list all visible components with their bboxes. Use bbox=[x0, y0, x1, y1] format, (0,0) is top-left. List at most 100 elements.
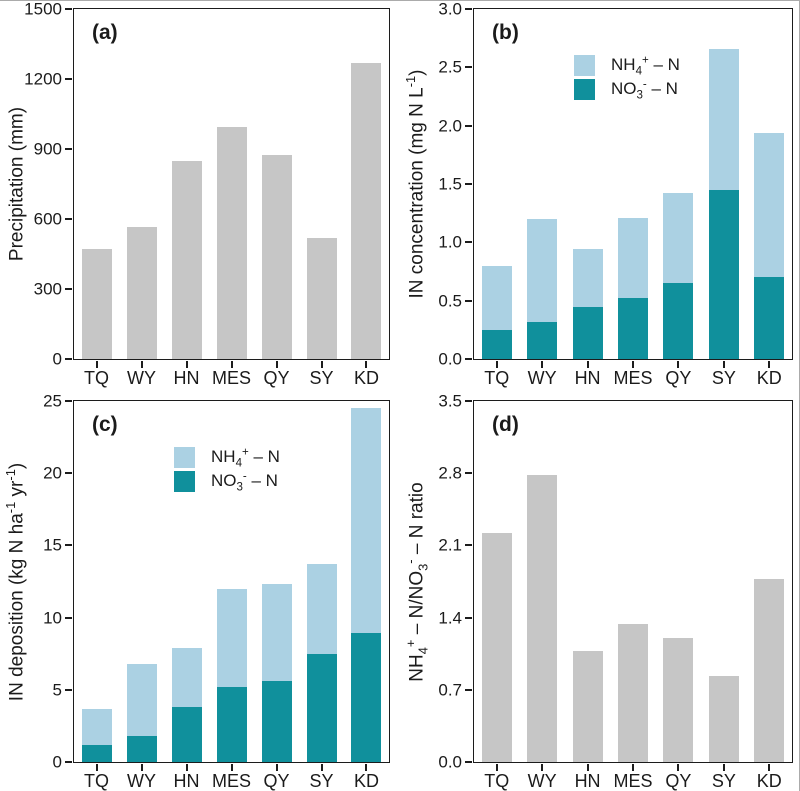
y-tick-label: 10 bbox=[43, 608, 62, 628]
y-tick bbox=[65, 761, 72, 763]
bar-segment-nh4 bbox=[481, 265, 512, 330]
bar-segment-no3 bbox=[126, 736, 157, 762]
x-tick-label: KD bbox=[756, 771, 782, 791]
label-text: – N bbox=[646, 79, 678, 99]
y-tick bbox=[465, 472, 472, 475]
label-text: ) bbox=[6, 462, 28, 469]
legend-label: NH4+ – N bbox=[211, 447, 280, 470]
legend-item: NH4+ – N bbox=[174, 447, 280, 470]
superscript: + bbox=[641, 54, 649, 67]
y-tick bbox=[465, 400, 472, 402]
x-tick-label: HN bbox=[574, 771, 601, 791]
y-tick-label: 600 bbox=[33, 209, 62, 229]
y-tick bbox=[465, 183, 472, 185]
x-tick bbox=[541, 763, 544, 771]
bar-segment-no3 bbox=[171, 707, 202, 762]
x-tick bbox=[677, 763, 680, 771]
y-tick-label: 0.5 bbox=[438, 291, 462, 311]
x-tick bbox=[632, 360, 634, 368]
bar bbox=[663, 638, 694, 762]
x-tick-label: MES bbox=[613, 771, 653, 791]
panel-c-plot-area: (c) 0 5 10 15 20 25 TQ WY HN MES QY SY KD IN depositi… bbox=[3, 393, 390, 790]
bar-segment-no3 bbox=[81, 744, 112, 762]
x-tick-label: TQ bbox=[84, 771, 109, 791]
x-tick bbox=[722, 360, 725, 368]
y-tick bbox=[465, 761, 472, 763]
y-tick-label: 2.5 bbox=[438, 57, 462, 77]
bar bbox=[306, 237, 337, 359]
legend-swatch bbox=[174, 447, 195, 468]
legend-item: NH4+ – N bbox=[574, 54, 680, 78]
x-tick-label: KD bbox=[756, 368, 782, 388]
bar-segment-no3 bbox=[261, 681, 292, 762]
y-tick-label: 1500 bbox=[24, 0, 62, 19]
x-tick bbox=[586, 763, 589, 771]
y-tick-label: 3.5 bbox=[438, 391, 462, 411]
x-tick-label: QY bbox=[263, 771, 290, 791]
label-text: NO bbox=[611, 79, 637, 99]
legend: NH4+ – N NO3- – N bbox=[574, 55, 680, 103]
bar-segment-no3 bbox=[572, 306, 603, 359]
y-tick bbox=[465, 241, 472, 244]
x-tick-label: TQ bbox=[484, 368, 510, 388]
bar-segment-no3 bbox=[481, 329, 512, 359]
y-tick bbox=[65, 148, 72, 150]
y-tick-label: 25 bbox=[43, 391, 62, 411]
superscript: -1 bbox=[403, 75, 419, 88]
x-tick bbox=[495, 763, 498, 771]
x-tick bbox=[586, 360, 589, 368]
x-tick bbox=[320, 763, 323, 771]
bar-segment-no3 bbox=[618, 298, 648, 359]
bar bbox=[351, 62, 382, 359]
label-text: IN deposition (kg N ha bbox=[6, 512, 28, 701]
y-axis-label: Precipitation (mm) bbox=[7, 107, 28, 261]
y-tick bbox=[465, 616, 472, 619]
legend: NH4+ – N NO3- – N bbox=[174, 447, 280, 495]
y-tick-label: 1.5 bbox=[438, 174, 462, 194]
legend-swatch bbox=[574, 79, 595, 100]
x-tick bbox=[230, 763, 233, 771]
x-tick-label: WY bbox=[127, 771, 156, 791]
y-tick bbox=[65, 288, 72, 290]
label-text: NO bbox=[211, 471, 237, 491]
bar-segment-nh4 bbox=[754, 132, 785, 278]
bar-segment-nh4 bbox=[261, 584, 292, 682]
x-tick bbox=[768, 360, 771, 368]
label-text: – N bbox=[246, 471, 278, 491]
label-text: ) bbox=[406, 69, 428, 76]
y-tick-label: 20 bbox=[43, 463, 62, 483]
y-tick-label: 0.0 bbox=[438, 752, 462, 772]
y-tick bbox=[65, 358, 72, 360]
subscript: 4 bbox=[635, 65, 642, 78]
subscript: 3 bbox=[236, 481, 243, 494]
x-tick-label: MES bbox=[211, 771, 252, 791]
y-tick bbox=[465, 688, 472, 691]
label-text: yr bbox=[6, 480, 28, 502]
x-tick bbox=[722, 763, 725, 771]
x-tick bbox=[230, 360, 233, 368]
bar bbox=[708, 676, 739, 762]
x-tick-label: WY bbox=[527, 771, 557, 791]
x-tick-label: KD bbox=[353, 368, 379, 388]
legend-item: NO3- – N bbox=[174, 471, 280, 494]
panel-b-label: (b) bbox=[492, 21, 519, 44]
x-tick bbox=[275, 360, 278, 368]
bar-segment-nh4 bbox=[351, 408, 382, 634]
legend-label: NO3- – N bbox=[211, 471, 278, 494]
y-tick bbox=[65, 400, 72, 402]
bar-segment-nh4 bbox=[126, 663, 157, 737]
x-tick-label: QY bbox=[665, 368, 692, 388]
y-tick bbox=[465, 544, 472, 547]
subscript: 4 bbox=[415, 646, 431, 654]
x-tick-label: WY bbox=[127, 368, 156, 388]
x-tick bbox=[185, 763, 188, 771]
x-tick bbox=[365, 763, 368, 771]
x-tick-label: QY bbox=[665, 771, 692, 791]
x-tick bbox=[140, 360, 143, 368]
bar-segment-nh4 bbox=[708, 48, 739, 190]
y-tick bbox=[465, 8, 472, 10]
superscript: -1 bbox=[3, 468, 19, 481]
legend-label: NH4+ – N bbox=[611, 54, 680, 78]
x-tick bbox=[365, 360, 368, 368]
y-tick bbox=[65, 616, 72, 619]
